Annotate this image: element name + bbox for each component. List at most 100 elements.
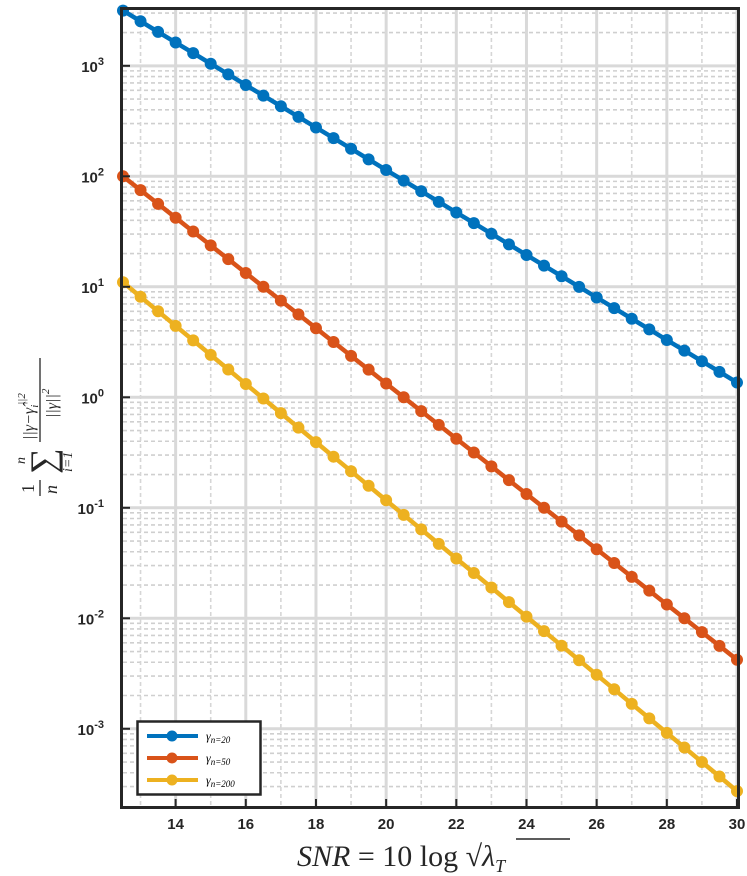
legend-label-n200: γ [206, 773, 211, 787]
grid [123, 10, 739, 806]
series-lines [121, 8, 739, 793]
svg-text:γn=200: γn=200 [206, 773, 235, 789]
series-point-n50 [274, 294, 287, 307]
series-point-n200 [239, 377, 252, 390]
y-tick-label: 10-3 [78, 719, 104, 739]
svg-text:γn=20: γn=20 [206, 729, 231, 745]
x-tick-label: 26 [588, 816, 605, 833]
legend-entry-n20: γn=20 [147, 729, 231, 745]
series-point-n20 [134, 15, 147, 28]
series-point-n20 [292, 110, 305, 123]
series-point-n50 [713, 639, 726, 652]
series-point-n50 [257, 280, 270, 293]
series-point-n20 [432, 195, 445, 208]
series-point-n200 [502, 596, 515, 609]
x-axis-label: SNR = 10 log √λT [297, 838, 570, 876]
series-point-n50 [239, 266, 252, 279]
legend-label-n20: γ [206, 729, 211, 743]
series-point-n200 [555, 639, 568, 652]
series-point-n20 [713, 365, 726, 378]
y-num-sup: ||2 [16, 393, 28, 405]
series-point-n50 [573, 529, 586, 542]
x-tick-label: 16 [237, 816, 254, 833]
legend-marker-n200 [166, 774, 178, 786]
series-point-n20 [450, 206, 463, 219]
x-tick-label: 22 [448, 816, 465, 833]
series-point-n200 [485, 581, 498, 594]
series-point-n20 [380, 163, 393, 176]
series-point-n200 [520, 610, 533, 623]
y-label-sum: ∑ [23, 448, 63, 474]
series-point-n20 [222, 68, 235, 81]
x-tick-label: 18 [308, 816, 325, 833]
series-point-n50 [538, 501, 551, 514]
legend-marker-n20 [166, 730, 178, 742]
series-point-n20 [397, 174, 410, 187]
series-point-n50 [467, 446, 480, 459]
series-point-n50 [608, 557, 621, 570]
y-den-main: ||γ|| [44, 394, 61, 418]
series-point-n200 [573, 654, 586, 667]
series-point-n20 [520, 248, 533, 261]
y-den-sup: 2 [40, 388, 52, 394]
x-tick-labels: 14 16 18 20 22 24 26 28 30 [167, 799, 745, 833]
series-point-n20 [538, 259, 551, 272]
series-point-n50 [625, 570, 638, 583]
x-tick-label: 20 [378, 816, 395, 833]
series-point-n200 [678, 741, 691, 754]
series-point-n50 [415, 405, 428, 418]
series-point-n50 [362, 363, 375, 376]
series-point-n200 [467, 566, 480, 579]
series-point-n50 [432, 418, 445, 431]
svg-text:SNR = 10 log √λT: SNR = 10 log √λT [297, 840, 507, 876]
x-label-sqrt: √ [466, 840, 483, 873]
series-point-n50 [309, 322, 322, 335]
series-point-n50 [152, 197, 165, 210]
y-label-n: n [41, 485, 61, 494]
series-point-n50 [520, 487, 533, 500]
series-point-n20 [678, 344, 691, 357]
y-tick-label: 101 [81, 277, 104, 297]
x-tick-label: 30 [729, 816, 746, 833]
legend-label-n50: γ [206, 751, 211, 765]
x-label-lambda: λ [481, 840, 495, 873]
y-tick-label: 103 [81, 56, 104, 76]
series-point-n50 [169, 211, 182, 224]
y-tick-labels: 10-3 10-2 10-1 100 101 102 103 [78, 56, 130, 739]
series-point-n20 [345, 142, 358, 155]
y-tick-label: 100 [81, 387, 104, 407]
legend-sub-n20: n=20 [211, 735, 231, 745]
series-point-n20 [415, 185, 428, 198]
x-label-sub: T [495, 856, 507, 876]
y-label-sum-top: n [14, 457, 29, 464]
y-num-main: ||γ−γ̂ [21, 402, 38, 440]
y-tick-label: 10-1 [78, 498, 104, 518]
y-label-sum-bottom: i=1 [61, 452, 76, 472]
series-point-n50 [695, 626, 708, 639]
series-point-n20 [573, 280, 586, 293]
series-point-n50 [292, 308, 305, 321]
series-point-n50 [397, 391, 410, 404]
series-point-n20 [169, 36, 182, 49]
y-tick-label: 102 [81, 166, 104, 186]
series-point-n20 [309, 121, 322, 134]
series-point-n20 [257, 89, 270, 102]
series-point-n50 [660, 598, 673, 611]
series-point-n20 [362, 153, 375, 166]
x-label-mid: = 10 log [350, 840, 465, 873]
svg-text:γn=50: γn=50 [206, 751, 231, 767]
y-label-denominator: ||γ||2 [40, 388, 61, 418]
series-point-n200 [309, 436, 322, 449]
series-point-n200 [292, 421, 305, 434]
series-point-n200 [134, 290, 147, 303]
series-point-n50 [345, 349, 358, 362]
series-point-n200 [152, 305, 165, 318]
series-point-n200 [713, 770, 726, 783]
series-markers [117, 4, 743, 798]
legend-entry-n200: γn=200 [147, 773, 235, 789]
series-point-n50 [678, 612, 691, 625]
series-point-n50 [327, 336, 340, 349]
series-point-n20 [590, 291, 603, 304]
series-point-n200 [222, 363, 235, 376]
